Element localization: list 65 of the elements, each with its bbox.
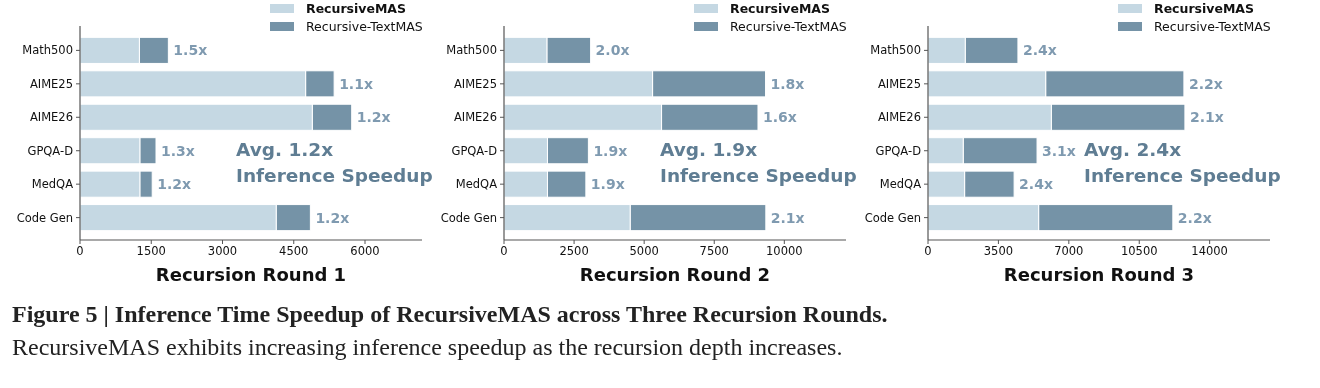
annotation: 2.2x	[1188, 75, 1223, 92]
annotation: 1.1x	[339, 75, 373, 92]
annotation: 1.2x	[356, 109, 391, 126]
y-tick-label: MedQA	[31, 177, 74, 192]
y-tick-label: GPQA-D	[875, 143, 922, 158]
y-tick-label: Math500	[22, 43, 73, 58]
legend-label: RecursiveMAS	[1154, 1, 1255, 17]
legend-label: RecursiveMAS	[306, 1, 407, 17]
legend-label: Recursive-TextMAS	[730, 19, 847, 35]
annotation: 3.1x	[1042, 142, 1076, 159]
annotation: 2.2x	[1177, 209, 1212, 226]
annotation: Avg. 1.2x Inference Speedup	[236, 139, 433, 186]
y-tick-label: AIME25	[453, 76, 497, 91]
y-tick-label: Code Gen	[864, 210, 921, 225]
x-tick-label: 1500	[136, 244, 166, 258]
annotation: 1.6x	[762, 109, 797, 126]
text: RecursiveMAS exhibits increasing inference speedup as the recursion depth increases.	[12, 334, 843, 360]
y-tick-label: AIME26	[29, 110, 73, 125]
y-tick-label: MedQA	[455, 177, 498, 192]
annotation: 1.2x	[157, 176, 192, 193]
annotation: 2.4x	[1022, 42, 1057, 59]
y-tick-label: Math500	[446, 43, 497, 58]
annotation: Avg. 2.4x Inference Speedup	[1084, 139, 1281, 186]
text: Figure 5 | Inference Time Speedup of RecursiveMAS across Three Recursion Rounds.	[12, 301, 888, 327]
x-axis-title: Recursion Round 1	[155, 264, 347, 285]
x-tick-label: 14000	[1191, 244, 1228, 258]
annotation: 2.4x	[1019, 176, 1053, 193]
x-tick-label: 0	[76, 244, 84, 258]
x-tick-label: 10000	[766, 244, 803, 258]
x-tick-label: 5000	[629, 244, 659, 258]
y-tick-label: Code Gen	[16, 210, 73, 225]
x-tick-label: 0	[500, 244, 508, 258]
x-tick-label: 2500	[559, 244, 589, 258]
x-tick-label: 10500	[1120, 244, 1158, 258]
y-tick-label: AIME26	[453, 110, 497, 125]
annotation: 1.9x	[590, 176, 625, 193]
annotation: 2.1x	[770, 209, 805, 226]
y-tick-label: GPQA-D	[27, 143, 74, 158]
annotation: 1.2x	[315, 209, 350, 226]
x-axis-title: Recursion Round 2	[579, 264, 771, 285]
x-tick-label: 3000	[207, 244, 238, 258]
annotation: Avg. 1.9x Inference Speedup	[660, 139, 857, 186]
legend-label: Recursive-TextMAS	[1154, 19, 1271, 35]
y-tick-label: MedQA	[879, 177, 922, 192]
legend-label: Recursive-TextMAS	[306, 19, 423, 35]
y-tick-label: AIME25	[877, 76, 921, 91]
annotation: 1.3x	[161, 142, 195, 159]
x-axis-title: Recursion Round 3	[1003, 264, 1195, 285]
x-tick-label: 0	[924, 244, 932, 258]
legend-label: RecursiveMAS	[730, 1, 831, 17]
y-tick-label: Code Gen	[440, 210, 497, 225]
annotation: 2.1x	[1189, 109, 1224, 126]
annotation: 1.9x	[593, 142, 628, 159]
x-tick-label: 3500	[983, 244, 1014, 258]
x-tick-label: 6000	[350, 244, 380, 258]
x-tick-label: 7500	[699, 244, 729, 258]
annotation: 1.8x	[770, 75, 805, 92]
y-tick-label: Math500	[870, 43, 921, 58]
y-tick-label: AIME25	[29, 76, 73, 91]
x-tick-label: 7000	[1054, 244, 1084, 258]
y-tick-label: AIME26	[877, 110, 921, 125]
x-tick-label: 4500	[279, 244, 309, 258]
y-tick-label: GPQA-D	[451, 143, 498, 158]
annotation: 2.0x	[595, 42, 630, 59]
annotation: 1.5x	[173, 42, 208, 59]
